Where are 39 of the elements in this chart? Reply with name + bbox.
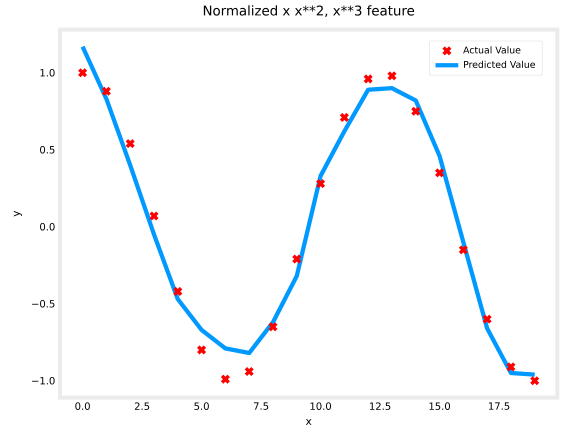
x-tick-label: 0.0 xyxy=(75,402,90,410)
y-tick-label: 1.0 xyxy=(40,68,55,77)
point xyxy=(244,366,254,377)
y-tick-label: −0.5 xyxy=(32,300,54,308)
y-axis-title: y xyxy=(14,210,22,217)
x-tick-label: 10.0 xyxy=(310,402,332,410)
point xyxy=(339,112,350,122)
x-tick-label: 5.0 xyxy=(194,402,209,410)
legend-label: Predicted Value xyxy=(464,60,535,68)
point xyxy=(506,362,516,372)
point xyxy=(482,314,492,324)
point xyxy=(530,376,540,386)
y-tick-label: 0.5 xyxy=(40,146,54,154)
point xyxy=(196,344,207,355)
x-tick-label: 12.5 xyxy=(370,402,390,410)
point xyxy=(292,254,302,264)
point xyxy=(268,322,278,332)
point xyxy=(410,106,421,116)
point xyxy=(78,68,88,78)
y-tick-label: −1.0 xyxy=(32,376,55,385)
point xyxy=(434,168,445,178)
y-tick-label: 0.0 xyxy=(40,222,55,231)
point xyxy=(386,70,397,81)
point xyxy=(148,210,160,222)
point xyxy=(172,286,183,296)
x-tick-label: 15.0 xyxy=(430,402,450,410)
point xyxy=(220,374,230,384)
point xyxy=(125,138,136,149)
x-tick-label: 17.5 xyxy=(489,402,510,410)
x-axis-title: x xyxy=(306,419,312,425)
x-tick-label: 7.5 xyxy=(254,402,268,410)
legend-label: Actual Value xyxy=(463,46,520,54)
chart-title: Normalized x x**2, x**3 feature xyxy=(204,5,414,17)
point xyxy=(316,178,326,189)
x-tick-label: 2.5 xyxy=(134,402,150,410)
point xyxy=(363,74,374,84)
point xyxy=(101,86,112,96)
point xyxy=(458,244,468,255)
line-series xyxy=(80,44,537,377)
